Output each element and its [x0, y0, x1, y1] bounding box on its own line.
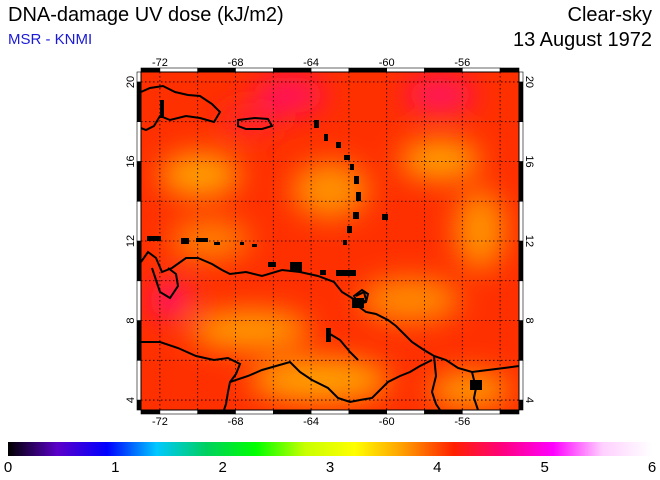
field-patch — [250, 358, 390, 402]
frame-segment — [136, 200, 142, 242]
colorbar-tick-label: 4 — [433, 459, 442, 476]
field-patch — [160, 153, 240, 197]
frame-segment — [136, 161, 142, 202]
lat-tick-label-left: 8 — [125, 317, 137, 323]
lon-tick-label-bottom: -64 — [303, 416, 319, 428]
colorbar — [8, 442, 652, 456]
colorbar-tick-label: 2 — [218, 459, 227, 476]
map-border — [140, 71, 520, 411]
lon-tick-label-top: -56 — [454, 57, 470, 69]
colorbar-tick-label: 5 — [540, 459, 549, 476]
field-patch — [170, 220, 250, 260]
frame-segment — [140, 409, 161, 415]
lat-tick-label-right: 16 — [523, 155, 535, 167]
sky-condition-label: Clear-sky — [567, 4, 652, 26]
lon-tick-label-bottom: -72 — [152, 416, 168, 428]
graticule — [141, 72, 519, 410]
date-label: 13 August 1972 — [512, 29, 652, 51]
field-patch — [405, 79, 475, 111]
lat-tick-label-left: 20 — [125, 76, 137, 88]
frame-segment — [310, 409, 350, 415]
map-title: DNA-damage UV dose (kJ/m2) — [8, 4, 284, 26]
frame-segment — [136, 320, 142, 361]
frame-segment — [136, 359, 142, 401]
frame-segment — [235, 409, 274, 415]
lon-tick-label-bottom: -68 — [228, 416, 244, 428]
frame-segment — [518, 71, 524, 83]
frame-segment — [159, 409, 198, 415]
lon-tick-label-top: -64 — [303, 57, 319, 69]
colorbar-tick-label: 6 — [647, 459, 657, 476]
field-patch — [148, 282, 192, 318]
lon-tick-label-top: -68 — [228, 57, 244, 69]
lat-tick-label-left: 4 — [125, 397, 137, 403]
source-label: MSR - KNMI — [8, 31, 93, 48]
map-frame — [136, 67, 524, 415]
lat-tick-label-right: 8 — [523, 317, 535, 323]
field-patch — [455, 190, 505, 270]
map-field — [141, 72, 519, 410]
lat-tick-label-right: 20 — [523, 76, 535, 88]
frame-segment — [499, 409, 520, 415]
frame-segment — [518, 161, 524, 202]
frame-segment — [197, 409, 236, 415]
lat-tick-label-left: 12 — [125, 235, 137, 247]
frame-segment — [136, 280, 142, 321]
coastlines — [141, 84, 519, 410]
frame-segment — [136, 240, 142, 282]
frame-segment — [461, 409, 501, 415]
frame-segment — [518, 280, 524, 321]
frame-segment — [518, 200, 524, 242]
frame-segment — [386, 409, 425, 415]
axis-tick-labels: -72 -72 -68 -68 -64 -64 -60 -60 -56 -56 20 20 16 16 12… — [125, 57, 535, 428]
frame-segment — [518, 121, 524, 162]
lat-tick-label-right: 4 — [523, 397, 535, 403]
frame-segment — [136, 399, 142, 411]
lon-tick-label-top: -60 — [379, 57, 395, 69]
frame-segment — [136, 121, 142, 162]
frame-segment — [272, 409, 312, 415]
islands — [147, 100, 482, 390]
frame-segment — [518, 399, 524, 411]
field-patch — [220, 106, 280, 134]
frame-segment — [518, 240, 524, 282]
frame-segment — [518, 81, 524, 123]
field-patch — [400, 140, 480, 180]
lon-tick-label-top: -72 — [152, 57, 168, 69]
lon-tick-label-bottom: -60 — [379, 416, 395, 428]
field-patch — [190, 310, 310, 350]
colorbar-tick-label: 0 — [3, 459, 13, 476]
field-patch — [255, 77, 325, 113]
frame-segment — [424, 409, 463, 415]
field-patch — [360, 278, 460, 322]
colorbar-tick-label: 1 — [111, 459, 120, 476]
lat-tick-label-right: 12 — [523, 235, 535, 247]
frame-segment — [136, 71, 142, 83]
colorbar-tick-label: 3 — [325, 459, 335, 476]
frame-segment — [348, 409, 387, 415]
frame-segment — [499, 67, 520, 73]
frame-segment — [136, 81, 142, 123]
field-patch — [292, 162, 368, 218]
lon-tick-label-bottom: -56 — [454, 416, 470, 428]
lat-tick-label-left: 16 — [125, 155, 137, 167]
frame-segment — [518, 320, 524, 361]
frame-segment — [518, 359, 524, 401]
